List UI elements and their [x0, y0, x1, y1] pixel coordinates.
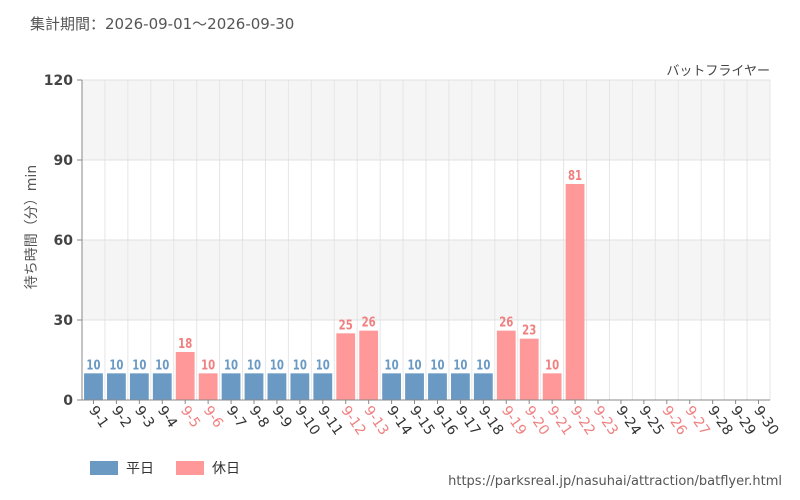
bar	[198, 373, 218, 400]
x-tick-label: 9-19	[498, 403, 529, 438]
legend-swatch-weekday	[90, 461, 118, 475]
value-label: 10	[132, 357, 146, 373]
value-label: 10	[476, 357, 490, 373]
x-tick-label: 9-6	[200, 403, 226, 431]
x-tick-label: 9-24	[613, 403, 644, 438]
x-tick-label: 9-11	[315, 403, 346, 438]
bar	[496, 330, 516, 400]
bar	[221, 373, 241, 400]
x-tick-label: 9-1	[85, 403, 111, 431]
value-label: 10	[316, 357, 330, 373]
source-url: https://parksreal.jp/nasuhai/attraction/…	[448, 474, 782, 489]
x-tick-label: 9-9	[269, 403, 295, 431]
legend: 平日 休日	[90, 458, 262, 478]
value-label: 10	[155, 357, 169, 373]
axes	[81, 80, 770, 401]
x-tick-label: 9-15	[406, 403, 437, 438]
value-label: 10	[86, 357, 100, 373]
bar	[519, 338, 539, 400]
x-tick-label: 9-16	[429, 403, 460, 438]
x-tick-label: 9-12	[337, 403, 368, 438]
value-label: 10	[224, 357, 238, 373]
bar	[473, 373, 493, 400]
value-label: 10	[453, 357, 467, 373]
value-label: 10	[201, 357, 215, 373]
value-label: 10	[385, 357, 399, 373]
y-tick-labels: 0 30 60 90 120	[44, 73, 73, 409]
value-label: 26	[499, 314, 513, 330]
chart-title: バットフライヤー	[666, 64, 770, 79]
legend-label-weekday: 平日	[126, 461, 154, 477]
bar	[106, 373, 126, 400]
bar	[129, 373, 149, 400]
x-tick-label: 9-13	[360, 403, 391, 438]
bar	[382, 373, 402, 400]
value-label: 81	[568, 168, 582, 184]
bar	[565, 184, 585, 400]
bar	[428, 373, 447, 400]
bar	[450, 373, 470, 400]
x-tick-label: 9-23	[590, 403, 621, 438]
value-label: 25	[339, 317, 353, 333]
x-tick-label: 9-5	[177, 403, 203, 431]
value-label: 10	[270, 357, 284, 373]
y-tick-label: 30	[54, 313, 74, 329]
x-tick-label: 9-2	[108, 403, 134, 431]
value-label: 10	[407, 357, 421, 373]
x-tick-label: 9-27	[681, 403, 712, 438]
bar	[290, 373, 310, 400]
bar	[336, 333, 356, 400]
value-label: 18	[178, 336, 192, 352]
value-label: 23	[522, 322, 536, 338]
x-tick-label: 9-3	[131, 403, 157, 431]
bar	[152, 373, 172, 400]
bar	[542, 373, 562, 400]
legend-item-holiday: 休日	[176, 458, 240, 478]
x-tick-label: 9-17	[452, 403, 483, 438]
bar	[175, 352, 195, 400]
bar	[359, 330, 379, 400]
value-label: 10	[247, 357, 261, 373]
x-tick-label: 9-22	[567, 403, 598, 438]
y-tick-label: 60	[54, 233, 74, 249]
x-tick-label: 9-4	[154, 403, 180, 431]
legend-label-holiday: 休日	[212, 461, 240, 477]
x-tick-label: 9-26	[659, 403, 690, 438]
x-tick-label: 9-21	[544, 403, 575, 438]
bar	[267, 373, 287, 400]
bar	[84, 373, 103, 400]
x-tick-labels: 9-19-29-39-49-59-69-79-89-99-109-119-129…	[85, 400, 782, 438]
x-tick-label: 9-7	[223, 403, 249, 431]
x-tick-label: 9-25	[636, 403, 667, 438]
y-tick-label: 0	[63, 393, 73, 409]
x-tick-label: 9-29	[727, 403, 758, 438]
x-tick-label: 9-30	[750, 403, 781, 438]
value-label: 26	[362, 314, 376, 330]
bar	[405, 373, 424, 400]
bars	[84, 184, 585, 400]
x-tick-label: 9-28	[704, 403, 735, 438]
value-label: 10	[109, 357, 123, 373]
x-tick-label: 9-20	[521, 403, 552, 438]
value-label: 10	[430, 357, 444, 373]
period-label: 集計期間：2026-09-01～2026-09-30	[30, 15, 295, 33]
y-tick-label: 90	[54, 153, 74, 169]
value-label: 10	[545, 357, 559, 373]
x-tick-label: 9-14	[383, 403, 414, 438]
bar	[313, 373, 333, 400]
bar	[244, 373, 264, 400]
x-tick-label: 9-8	[246, 403, 272, 431]
legend-swatch-holiday	[176, 461, 204, 475]
x-tick-label: 9-10	[292, 403, 323, 438]
value-label: 10	[293, 357, 307, 373]
value-labels: 10 10 10 10 18 10 10 10 10 10 10 25 26 10 10 10 10 10 26 23…	[86, 168, 582, 373]
legend-item-weekday: 平日	[90, 458, 154, 478]
x-tick-label: 9-18	[475, 403, 506, 438]
y-tick-label: 120	[44, 73, 73, 89]
